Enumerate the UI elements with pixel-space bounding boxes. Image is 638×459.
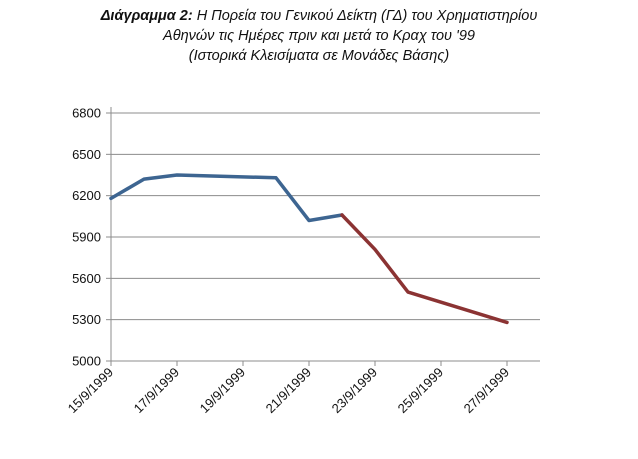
series-line-after-crash (340, 213, 509, 325)
x-tick-label: 17/9/1999 (131, 365, 183, 417)
x-tick-label: 23/9/1999 (329, 365, 381, 417)
chart-title: Διάγραμμα 2: Η Πορεία του Γενικού Δείκτη… (0, 6, 638, 66)
chart-title-line1: Η Πορεία του Γενικού Δείκτη (ΓΔ) του Χρη… (196, 8, 538, 24)
chart-title-prefix: Διάγραμμα 2: (100, 8, 193, 24)
x-tick-label: 25/9/1999 (395, 365, 447, 417)
x-tick-label: 19/9/1999 (197, 365, 249, 417)
x-tick-label: 15/9/1999 (65, 365, 117, 417)
gridlines (111, 112, 540, 321)
x-tick-label: 27/9/1999 (461, 365, 513, 417)
y-tick-label: 6800 (72, 106, 101, 121)
axes (106, 107, 540, 366)
x-tick-label: 21/9/1999 (263, 365, 315, 417)
y-tick-label: 5300 (72, 312, 101, 327)
y-tick-label: 5600 (72, 271, 101, 286)
y-tick-label: 5900 (72, 230, 101, 245)
series-line-before-crash (109, 173, 344, 223)
series-lines (109, 173, 509, 325)
chart-title-line3: (Ιστορικά Κλεισίματα σε Μονάδες Βάσης) (188, 48, 450, 64)
y-tick-label: 6500 (72, 147, 101, 162)
y-tick-label: 5000 (72, 354, 101, 369)
tick-labels: 5000 5300 5600 5900 6200 6500 6800 15/9/1999 17/… (65, 106, 513, 417)
chart-title-line2: Αθηνών τις Ημέρες πριν και μετά το Κραχ … (163, 28, 475, 44)
y-tick-label: 6200 (72, 188, 101, 203)
